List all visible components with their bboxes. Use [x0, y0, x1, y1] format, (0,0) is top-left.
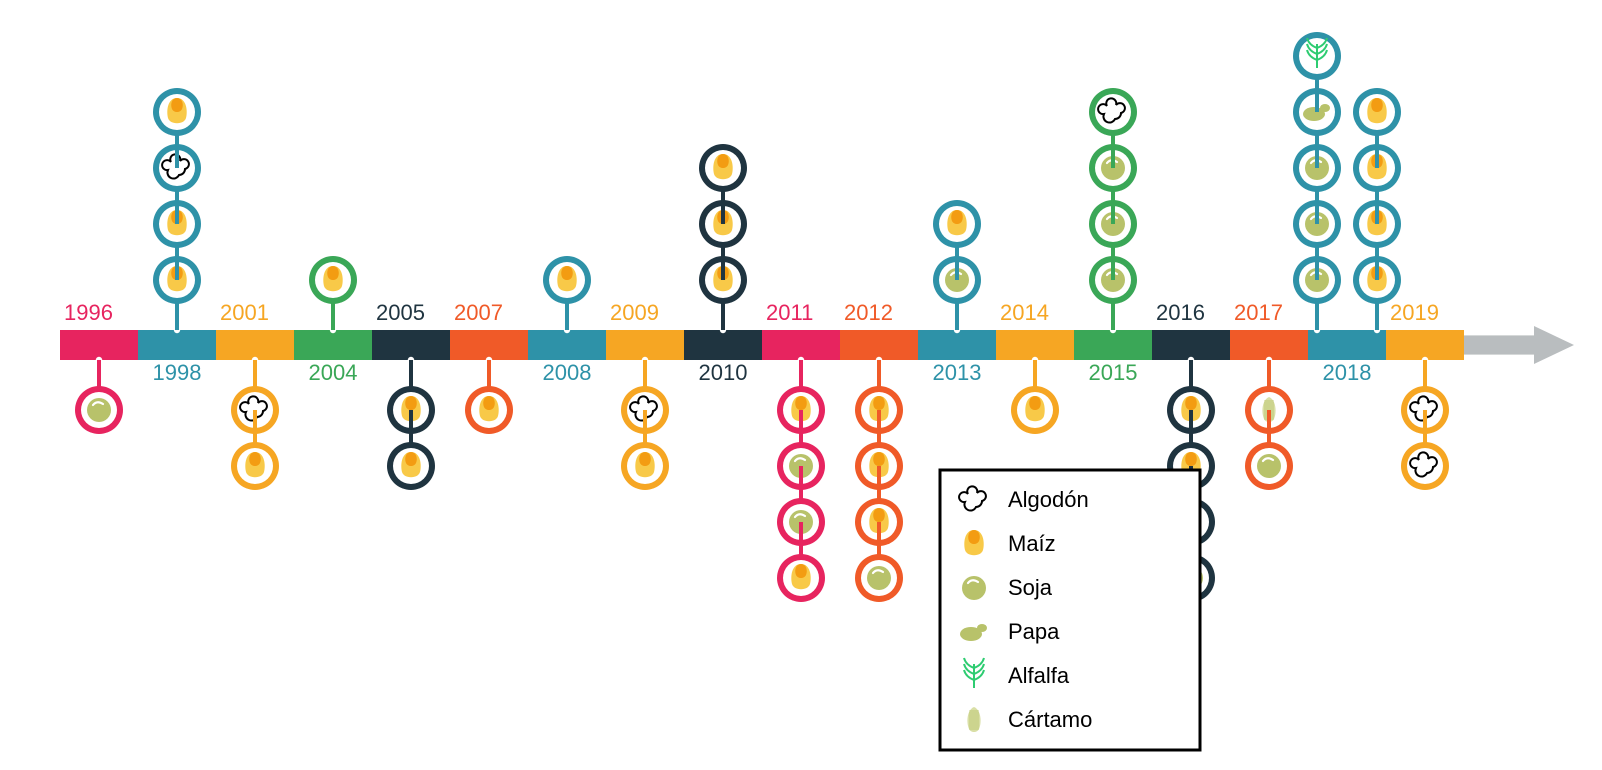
timeline-segment	[840, 330, 918, 360]
year-label: 2008	[543, 360, 592, 385]
timeline-segment	[918, 330, 996, 360]
maiz-icon	[791, 564, 810, 589]
legend-label: Cártamo	[1008, 707, 1092, 732]
timeline-segment	[60, 330, 138, 360]
timeline-segment	[684, 330, 762, 360]
legend-label: Papa	[1008, 619, 1060, 644]
timeline-segment	[450, 330, 528, 360]
year-label: 2017	[1234, 300, 1283, 325]
timeline-segment	[372, 330, 450, 360]
maiz-icon	[167, 98, 186, 123]
maiz-icon	[947, 210, 966, 235]
year-label: 2009	[610, 300, 659, 325]
maiz-icon	[1367, 98, 1386, 123]
soja-icon	[962, 576, 986, 600]
timeline-segment	[606, 330, 684, 360]
year-label: 2011	[766, 300, 813, 325]
maiz-icon	[323, 266, 342, 291]
maiz-icon	[1025, 396, 1044, 421]
maiz-icon	[401, 452, 420, 477]
legend-label: Algodón	[1008, 487, 1089, 512]
soja-icon	[867, 566, 891, 590]
legend-label: Maíz	[1008, 531, 1056, 556]
soja-icon	[1257, 454, 1281, 478]
maiz-icon	[964, 530, 983, 555]
year-label: 2005	[376, 300, 425, 325]
maiz-icon	[479, 396, 498, 421]
year-label: 2004	[309, 360, 358, 385]
maiz-icon	[635, 452, 654, 477]
year-label: 2001	[220, 300, 269, 325]
timeline-segment	[762, 330, 840, 360]
year-label: 2019	[1390, 300, 1439, 325]
year-label: 2018	[1323, 360, 1372, 385]
year-label: 1996	[64, 300, 113, 325]
legend-label: Soja	[1008, 575, 1053, 600]
timeline-segment	[1308, 330, 1386, 360]
timeline-segment	[996, 330, 1074, 360]
legend: Algodón Maíz Soja Papa Alfalfa Cártamo	[940, 470, 1200, 750]
timeline-segment	[294, 330, 372, 360]
timeline-segment	[1074, 330, 1152, 360]
timeline-segment	[1386, 330, 1464, 360]
timeline-segment	[1230, 330, 1308, 360]
timeline-segment	[528, 330, 606, 360]
maiz-icon	[557, 266, 576, 291]
year-label: 1998	[153, 360, 202, 385]
year-label: 2016	[1156, 300, 1205, 325]
timeline-infographic: 1996 1998 2001 2004 2005 2007 2008 2009 2010 2011…	[0, 0, 1602, 770]
year-label: 2010	[699, 360, 748, 385]
timeline-segment	[216, 330, 294, 360]
year-label: 2014	[1000, 300, 1049, 325]
timeline-segment	[138, 330, 216, 360]
maiz-icon	[245, 452, 264, 477]
year-label: 2015	[1089, 360, 1138, 385]
maiz-icon	[713, 154, 732, 179]
year-label: 2013	[933, 360, 982, 385]
timeline-segment	[1152, 330, 1230, 360]
soja-icon	[87, 398, 111, 422]
legend-label: Alfalfa	[1008, 663, 1070, 688]
year-label: 2012	[844, 300, 893, 325]
year-label: 2007	[454, 300, 503, 325]
